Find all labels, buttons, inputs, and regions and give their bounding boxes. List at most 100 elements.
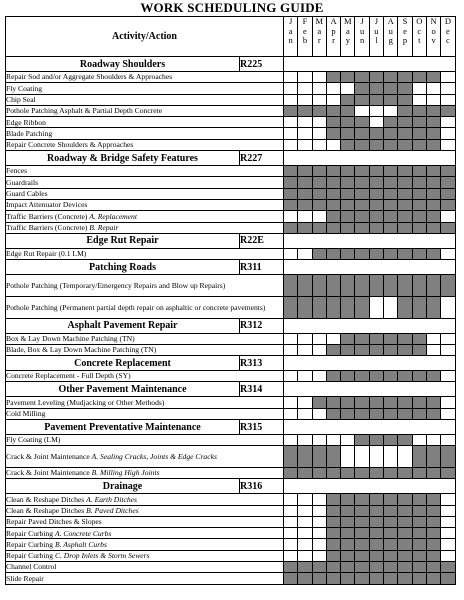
scheduled-month-cell [383,538,399,551]
scheduled-month-cell [340,127,356,140]
unscheduled-month-cell [311,332,327,345]
section-title: Roadway & Bridge Safety Features [5,150,240,167]
month-letter: a [345,25,350,36]
activity-text: Fences [6,166,28,176]
activity-label: Concrete Replacement - Full Depth (SY) [5,370,284,383]
scheduled-month-cell [397,538,413,551]
month-letter: t [418,35,421,45]
unscheduled-month-cell [368,445,385,468]
activity-row: Fences [5,165,456,178]
scheduled-month-cell [397,527,413,540]
unscheduled-month-cell [297,396,313,409]
section-blank [283,259,456,276]
scheduled-month-cell [311,572,327,585]
scheduled-month-cell [325,407,342,421]
scheduled-month-cell [325,343,342,357]
section-row: Edge Rut Repair R22E [5,232,456,249]
unscheduled-month-cell [440,407,456,421]
section-blank [283,478,456,495]
section-code: R315 [239,419,284,436]
section-code: R227 [239,150,284,167]
scheduled-month-cell [297,198,313,212]
scheduled-month-cell [340,70,356,84]
scheduled-month-cell [425,396,442,409]
scheduled-month-cell [440,104,456,118]
scheduled-month-cell [440,198,456,212]
scheduled-month-cell [340,176,356,189]
unscheduled-month-cell [282,70,299,84]
activity-text: Concrete Replacement - Full Depth (SY) [6,371,131,381]
section-blank [283,419,456,436]
scheduled-month-cell [411,165,427,178]
scheduled-month-cell [440,572,456,585]
unscheduled-month-cell [297,515,313,529]
scheduled-month-cell [340,527,356,540]
scheduled-month-cell [411,561,427,574]
scheduled-month-cell [354,247,370,261]
scheduled-month-cell [311,198,327,212]
scheduled-month-cell [383,165,399,178]
scheduled-month-cell [425,493,442,506]
scheduled-month-cell [354,407,370,421]
activity-label: Pavement Leveling (Mudjacking or Other M… [5,396,284,409]
unscheduled-month-cell [311,549,327,563]
unscheduled-month-cell [440,210,456,223]
scheduled-month-cell [354,93,370,106]
unscheduled-month-cell [282,434,299,447]
month-letter: c [417,25,422,36]
scheduled-month-cell [311,176,327,189]
activity-row: Fly Coating (LM) [5,434,456,447]
scheduled-month-cell [411,466,427,480]
month-letter: A [387,16,394,26]
unscheduled-month-cell [311,407,327,421]
activity-label: Fly Coating [5,82,284,95]
scheduled-month-cell [354,527,370,540]
scheduled-month-cell [311,165,327,178]
unscheduled-month-cell [311,210,327,223]
scheduled-month-cell [311,221,327,234]
unscheduled-month-cell [282,504,299,517]
activity-subtype: B. Milling High Joints [91,468,160,478]
scheduled-month-cell [397,434,413,447]
unscheduled-month-cell [282,515,299,529]
scheduled-month-cell [354,493,370,506]
activity-row: Repair Curbing B. Asphalt Curbs [5,538,456,551]
unscheduled-month-cell [383,295,399,319]
section-row: Asphalt Pavement Repair R312 [5,317,456,334]
activity-row: Blade Patching [5,127,456,140]
activity-label: Pothole Patching (Temporary/Emergency Re… [5,274,284,297]
scheduled-month-cell [411,445,427,468]
scheduled-month-cell [368,210,385,223]
month-letter: a [288,25,293,36]
scheduled-month-cell [325,210,342,223]
scheduled-month-cell [397,247,413,261]
activity-text: Chip Seal [6,94,36,104]
scheduled-month-cell [425,247,442,261]
unscheduled-month-cell [368,295,385,319]
scheduled-month-cell [340,165,356,178]
activity-row: Guardrails [5,176,456,189]
scheduled-month-cell [440,466,456,480]
scheduled-month-cell [397,104,413,118]
scheduled-month-cell [311,187,327,200]
month-letter: u [374,25,379,36]
activity-row: Box & Lay Down Machine Patching (TN) [5,332,456,345]
activity-label: Impact Attenuator Devices [5,198,284,212]
scheduled-month-cell [425,274,442,297]
scheduled-month-cell [325,104,342,118]
activity-row: Cold Milling [5,407,456,421]
month-letter: n [288,35,293,45]
activity-text: Clean & Reshape Ditches [6,494,87,504]
activity-text: Traffic Barriers (Concrete) [6,211,90,221]
unscheduled-month-cell [282,549,299,563]
scheduled-month-cell [397,549,413,563]
scheduled-month-cell [340,572,356,585]
unscheduled-month-cell [282,538,299,551]
activity-text: Traffic Barriers (Concrete) [6,222,90,232]
unscheduled-month-cell [282,527,299,540]
unscheduled-month-cell [411,93,427,106]
scheduled-month-cell [340,210,356,223]
unscheduled-month-cell [340,445,356,468]
